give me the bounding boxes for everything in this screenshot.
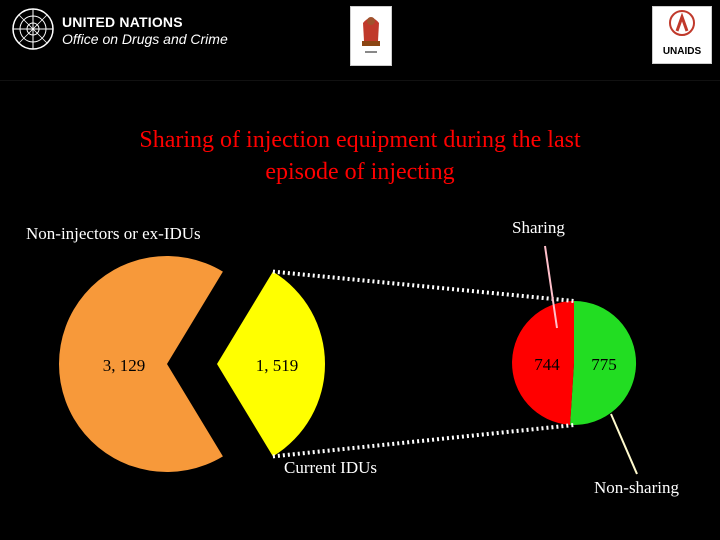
pointer-non-sharing [610,413,638,475]
pointer-sharing [544,245,558,329]
unaids-text: UNAIDS [662,46,702,57]
unaids-ribbon-icon [669,10,695,36]
legend-non-sharing: Non-sharing [594,478,679,497]
connector-top [272,269,575,303]
unaids-logo: UNAIDS [652,6,712,64]
slice-non-injectors [58,256,223,472]
legend-current-idus: Current IDUs [284,458,378,477]
legend-non-injectors: Non-injectors or ex-IDUs [26,224,201,243]
title-line-1: Sharing of injection equipment during th… [139,127,581,153]
title-line-2: episode of injecting [265,159,455,185]
legend-sharing: Sharing [512,218,565,237]
value-label-current-idus: 1, 519 [256,356,299,375]
india-emblem-icon [350,6,392,66]
slide-title: Sharing of injection equipment during th… [40,124,680,188]
value-label-non-injectors: 3, 129 [103,356,146,375]
unodc-wordmark: UNITED NATIONS Office on Drugs and Crime [62,14,228,48]
value-label-sharing: 744 [534,355,560,374]
slice-current-idus [217,271,325,457]
slice-sharing [512,301,574,425]
un-line1: UNITED NATIONS [62,14,183,30]
connector-bottom [272,423,575,459]
value-label-non-sharing: 775 [591,355,617,374]
un-emblem-icon [12,8,54,50]
un-line2: Office on Drugs and Crime [62,31,228,47]
header-band: UNITED NATIONS Office on Drugs and Crime… [0,0,720,81]
slice-non-sharing [570,301,637,425]
